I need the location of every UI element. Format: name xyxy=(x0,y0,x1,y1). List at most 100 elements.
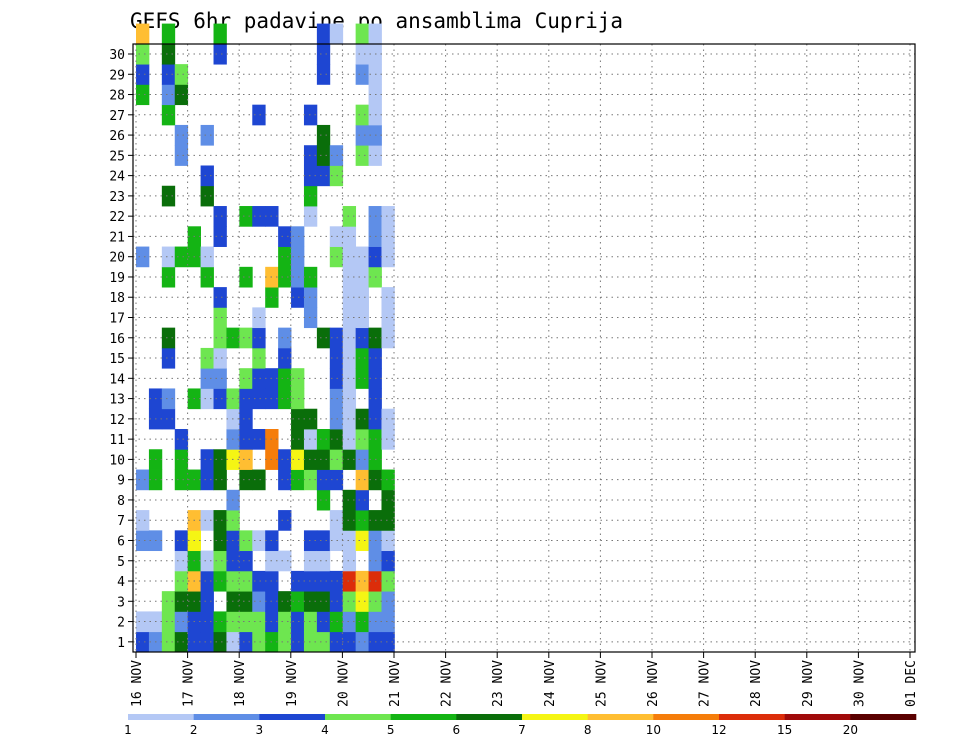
heatmap-cell xyxy=(174,84,189,106)
y-tick-label: 10 xyxy=(109,453,125,468)
heatmap-cell xyxy=(381,206,395,227)
y-tick-label: 22 xyxy=(109,210,125,225)
y-tick-label: 14 xyxy=(109,372,125,387)
heatmap-cell xyxy=(329,246,344,268)
heatmap-cell xyxy=(200,611,214,633)
y-tick-label: 12 xyxy=(109,413,125,428)
y-tick-label: 20 xyxy=(109,251,125,266)
colorbar-label: 12 xyxy=(711,723,726,737)
colorbar-swatch xyxy=(784,714,851,720)
heatmap-cell xyxy=(278,449,292,470)
grid-lines xyxy=(133,44,915,652)
heatmap-cell xyxy=(136,530,150,552)
colorbar-swatch xyxy=(325,714,391,720)
heatmap-cell xyxy=(342,570,357,592)
heatmap-cell xyxy=(355,570,369,592)
heatmap-cell xyxy=(278,591,292,612)
x-axis-ticks: 16 NOV 17 NOV 18 NOV 19 NOV 20 NOV 21 NOV 22 N… xyxy=(130,652,919,707)
y-tick-label: 21 xyxy=(109,230,125,245)
heatmap-cell xyxy=(174,449,189,470)
heatmap-cell xyxy=(381,327,395,349)
heatmap-cell xyxy=(381,287,395,308)
heatmap-cell xyxy=(213,307,227,329)
heatmap-cell xyxy=(316,165,331,187)
heatmap-cell xyxy=(291,429,305,450)
heatmap-cell xyxy=(329,469,344,491)
heatmap-cell xyxy=(329,611,344,633)
heatmap-cell xyxy=(278,347,292,369)
heatmap-cell xyxy=(252,206,266,227)
heatmap-cell xyxy=(355,23,369,45)
heatmap-cell xyxy=(239,449,253,470)
heatmap-cell xyxy=(200,449,214,470)
heatmap-cell xyxy=(239,388,253,410)
heatmap-cell xyxy=(239,266,253,288)
heatmap-cell xyxy=(303,429,318,450)
y-tick-label: 2 xyxy=(117,616,125,631)
heatmap-cell xyxy=(161,591,176,612)
plot-frame xyxy=(132,43,916,653)
heatmap-cell xyxy=(239,570,253,592)
heatmap-cell xyxy=(174,429,189,450)
heatmap-cell xyxy=(239,408,253,430)
x-tick-label: 18 NOV xyxy=(233,660,248,707)
heatmap-cell xyxy=(355,104,369,126)
heatmap-cell xyxy=(291,266,305,288)
heatmap-cell xyxy=(381,469,395,491)
heatmap-cell xyxy=(174,530,189,552)
heatmap-cell xyxy=(355,246,369,268)
heatmap-cell xyxy=(136,510,150,531)
heatmap-cell xyxy=(303,408,318,430)
heatmap-cell xyxy=(303,185,318,207)
heatmap-cell xyxy=(200,185,214,207)
heatmap-cell xyxy=(213,347,227,369)
heatmap-cell xyxy=(381,489,395,511)
y-tick-label: 8 xyxy=(117,494,125,509)
colorbar-label: 8 xyxy=(584,723,592,737)
x-tick-label: 28 NOV xyxy=(749,660,764,707)
heatmap-cell xyxy=(136,43,150,65)
heatmap-cell xyxy=(381,510,395,531)
heatmap-cell xyxy=(213,469,227,491)
heatmap-cell xyxy=(213,530,227,552)
heatmap-cell xyxy=(291,570,305,592)
heatmap-cell xyxy=(174,570,189,592)
heatmap-cell xyxy=(342,550,357,572)
heatmap-cell xyxy=(291,469,305,491)
heatmap-cell xyxy=(278,510,292,531)
heatmap-cell xyxy=(329,23,344,45)
heatmap-cell xyxy=(381,246,395,268)
heatmap-cell xyxy=(213,449,227,470)
heatmap-cell xyxy=(355,43,369,65)
colorbar-swatch xyxy=(128,714,194,720)
heatmap-cell xyxy=(355,145,369,166)
heatmap-cell xyxy=(239,429,253,450)
y-tick-label: 16 xyxy=(109,332,125,347)
heatmap-cell xyxy=(381,550,395,572)
heatmap-cell xyxy=(161,104,176,126)
heatmap-cell xyxy=(342,266,357,288)
colorbar-swatch xyxy=(390,714,457,720)
heatmap-cell xyxy=(213,550,227,572)
heatmap-cell xyxy=(200,368,214,389)
heatmap-cell xyxy=(316,591,331,612)
heatmap-cell xyxy=(368,23,382,45)
heatmap-cell xyxy=(239,206,253,227)
y-tick-label: 13 xyxy=(109,393,125,408)
heatmap-cell xyxy=(161,347,176,369)
heatmap-cell xyxy=(252,631,266,653)
x-tick-label: 21 NOV xyxy=(388,660,403,707)
heatmap-cell xyxy=(161,611,176,633)
heatmap-cell xyxy=(355,347,369,369)
x-tick-label: 22 NOV xyxy=(440,660,455,707)
heatmap-cell xyxy=(161,185,176,207)
heatmap-cell xyxy=(342,631,357,653)
x-tick-label: 23 NOV xyxy=(491,660,506,707)
heatmap-cell xyxy=(252,307,266,329)
heatmap-cell xyxy=(381,408,395,430)
heatmap-cell xyxy=(355,449,369,470)
y-tick-label: 24 xyxy=(109,170,125,185)
heatmap-cell xyxy=(136,631,150,653)
heatmap-cell xyxy=(278,550,292,572)
heatmap-cell xyxy=(355,266,369,288)
